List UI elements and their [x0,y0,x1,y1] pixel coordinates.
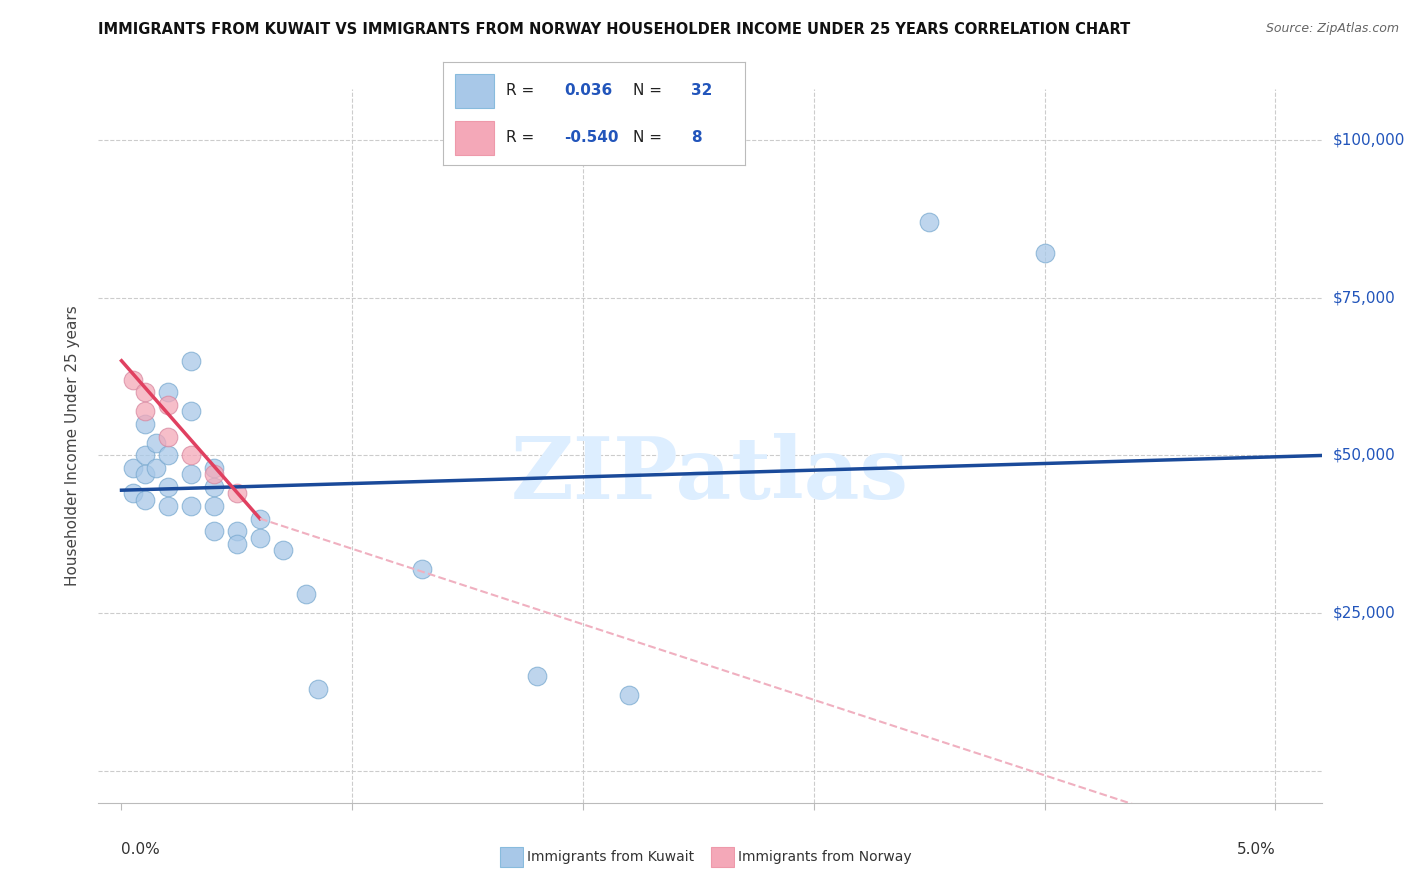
Point [134,492,156,507]
Text: N =: N = [633,130,662,145]
Text: Immigrants from Kuwait: Immigrants from Kuwait [527,850,695,864]
FancyBboxPatch shape [711,847,734,867]
Text: Immigrants from Norway: Immigrants from Norway [738,850,911,864]
Text: $50,000: $50,000 [1333,448,1396,463]
Point [122,461,145,475]
Y-axis label: Householder Income Under 25 years: Householder Income Under 25 years [65,306,80,586]
Point [156,480,179,494]
Point [156,429,179,443]
Point [225,486,247,500]
Point [1033,246,1056,260]
Point [202,467,225,482]
Point [180,499,202,513]
Text: ZIPatlas: ZIPatlas [510,433,910,516]
Point [145,435,167,450]
FancyBboxPatch shape [456,121,495,155]
Point [249,531,271,545]
Text: $25,000: $25,000 [1333,606,1396,621]
Point [180,353,202,368]
Point [156,398,179,412]
Point [619,689,641,703]
Text: 8: 8 [690,130,702,145]
Point [156,385,179,400]
Point [134,385,156,400]
Text: 32: 32 [690,83,713,98]
Text: IMMIGRANTS FROM KUWAIT VS IMMIGRANTS FROM NORWAY HOUSEHOLDER INCOME UNDER 25 YEA: IMMIGRANTS FROM KUWAIT VS IMMIGRANTS FRO… [98,22,1130,37]
Text: R =: R = [506,83,534,98]
Point [134,417,156,431]
Point [202,524,225,539]
Point [180,467,202,482]
Text: 0.036: 0.036 [564,83,612,98]
Point [295,587,318,601]
Point [225,524,247,539]
Point [156,499,179,513]
Point [225,537,247,551]
Point [134,449,156,463]
Point [249,511,271,525]
Point [202,461,225,475]
Point [145,461,167,475]
Point [202,499,225,513]
Point [134,404,156,418]
Point [180,449,202,463]
Point [918,215,941,229]
Text: 0.0%: 0.0% [121,842,160,857]
Point [307,682,329,697]
Text: Source: ZipAtlas.com: Source: ZipAtlas.com [1265,22,1399,36]
Point [134,467,156,482]
Point [156,449,179,463]
Text: 5.0%: 5.0% [1237,842,1275,857]
Text: N =: N = [633,83,662,98]
Text: $100,000: $100,000 [1333,132,1405,147]
FancyBboxPatch shape [456,74,495,108]
Point [271,543,294,558]
Point [202,480,225,494]
FancyBboxPatch shape [501,847,523,867]
Text: R =: R = [506,130,534,145]
Point [411,562,433,576]
Point [526,669,548,683]
Text: $75,000: $75,000 [1333,290,1396,305]
Point [122,373,145,387]
Point [122,486,145,500]
Text: -0.540: -0.540 [564,130,619,145]
Point [180,404,202,418]
